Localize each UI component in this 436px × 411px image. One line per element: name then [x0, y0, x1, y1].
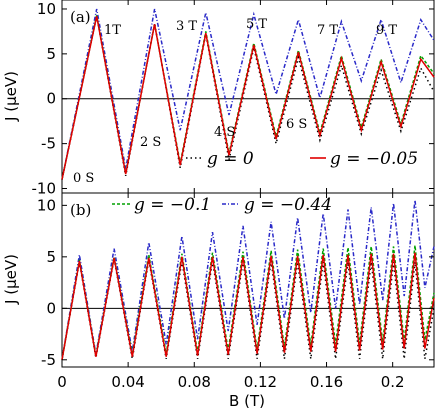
annotation-0s: 0 S	[73, 171, 94, 186]
panel-b-label: (b)	[70, 201, 91, 219]
panel-b-ylabel: J (μeV)	[2, 254, 20, 305]
ytick-label: -5	[41, 135, 56, 153]
xtick-label: 0	[57, 373, 67, 391]
legend-label-g005: g = −0.05	[330, 149, 418, 169]
panel-a-legend: g = 0 g = −0.05	[186, 149, 418, 169]
ytick-label: 0	[46, 90, 56, 108]
ytick-label: 10	[37, 196, 56, 214]
panel-a-label: (a)	[70, 8, 91, 26]
ytick-label: 10	[37, 0, 56, 18]
annotation-3t: 3 T	[176, 19, 197, 34]
panel-a-ticks: -10 -5 0 5 10	[32, 0, 434, 198]
panel-a: -10 -5 0 5 10 (a) J (μeV) 0 S 1T 2 S 3 T 4 S…	[2, 0, 435, 198]
ytick-label: 0	[46, 299, 56, 317]
xtick-label: 0.12	[244, 373, 277, 391]
series-line-g0-44	[61, 200, 435, 360]
xtick-label: 0.04	[111, 373, 144, 391]
ytick-label: -10	[32, 180, 57, 198]
annotation-1t: 1T	[104, 23, 121, 38]
series-line-g0-05	[61, 252, 435, 360]
legend-label-g044: g = −0.44	[244, 195, 332, 215]
series-line-g0-05	[61, 16, 435, 180]
panel-a-ylabel: J (μeV)	[2, 71, 20, 122]
xtick-label: 0.16	[310, 373, 343, 391]
panel-a-series	[61, 8, 435, 180]
series-line-g0-44	[61, 8, 435, 180]
ytick-label: -5	[41, 351, 56, 369]
panel-b-xlabel: B (T)	[229, 392, 265, 410]
annotation-5t: 5 T	[246, 17, 267, 32]
ytick-label: 5	[46, 45, 56, 63]
panel-b-series	[61, 200, 435, 360]
series-line-g0	[61, 258, 435, 360]
legend-label-g01: g = −0.1	[134, 195, 211, 215]
xtick-label: 0.2	[381, 373, 405, 391]
series-line-g0-1	[61, 15, 435, 180]
legend-label-g0: g = 0	[207, 149, 254, 169]
panel-b-legend: g = −0.1 g = −0.44	[112, 195, 332, 215]
annotation-7t: 7 T	[317, 23, 338, 38]
annotation-6s: 6 S	[286, 117, 307, 132]
annotation-9t: 9 T	[376, 23, 397, 38]
xtick-label: 0.08	[178, 373, 211, 391]
panel-b-frame	[61, 192, 435, 368]
annotation-4s: 4 S	[214, 125, 235, 140]
annotation-2s: 2 S	[140, 135, 161, 150]
ytick-label: 5	[46, 248, 56, 266]
